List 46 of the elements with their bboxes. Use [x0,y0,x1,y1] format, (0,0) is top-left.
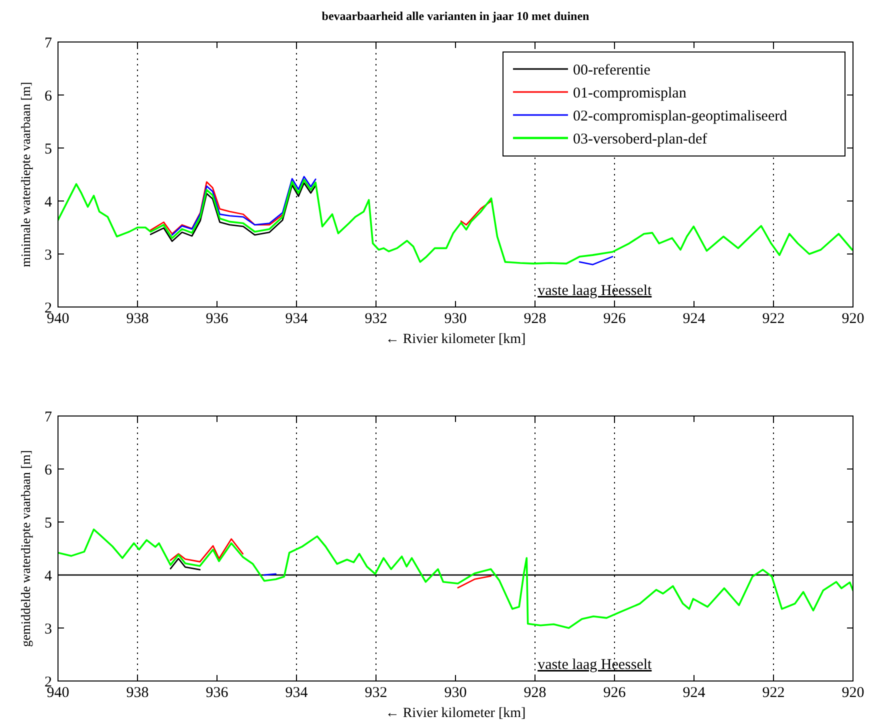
y-tick-label: 4 [44,568,52,584]
legend-label: 00-referentie [573,62,651,78]
annotation: vaste laag Heesselt [538,283,653,299]
y-tick-label: 4 [44,194,52,210]
x-tick-label: 940 [46,685,70,701]
line-series [58,178,853,264]
chart-title: bevaarbaarheid alle varianten in jaar 10 met duinen [322,9,590,23]
annotation: vaste laag Heesselt [538,657,653,673]
x-tick-label: 922 [762,685,785,701]
y-tick-label: 5 [44,515,52,532]
y-axis-title: minimale waterdiepte vaarbaan [m] [18,82,33,268]
x-tick-label: 928 [524,685,546,701]
y-tick-label: 3 [44,621,52,638]
x-tick-label: 920 [842,311,864,327]
x-tick-label: 938 [126,311,149,327]
x-tick-label: 920 [842,685,864,701]
x-tick-label: 934 [285,311,308,327]
x-axis-title: ← Rivier kilometer [km] [385,706,526,721]
y-tick-label: 5 [44,141,52,158]
line-series [58,528,853,629]
line-series [170,558,201,570]
x-tick-label: 926 [603,685,626,701]
legend-label: 03-versoberd-plan-def [573,131,708,148]
y-tick-label: 3 [44,247,52,264]
x-tick-label: 938 [126,685,149,701]
x-tick-label: 924 [682,311,706,327]
legend-label: 02-compromisplan-geoptimaliseerd [573,108,788,124]
x-tick-label: 926 [603,311,626,327]
y-tick-label: 7 [44,409,52,426]
y-tick-label: 6 [44,88,52,104]
y-tick-label: 6 [44,462,52,478]
y-axis-title: gemiddelde waterdiepte vaarbaan [m] [18,450,33,647]
x-tick-label: 936 [206,685,229,701]
x-tick-label: 934 [285,685,308,701]
x-tick-label: 928 [524,311,546,327]
x-tick-label: 932 [364,311,388,327]
legend-label: 01-compromisplan [573,85,687,102]
x-tick-label: 936 [206,311,229,327]
x-tick-label: 924 [682,685,706,701]
x-tick-label: 932 [364,685,388,701]
x-axis-title: ← Rivier kilometer [km] [385,332,526,347]
x-tick-label: 940 [46,311,70,327]
x-tick-label: 930 [444,311,467,327]
x-tick-label: 922 [762,311,785,327]
y-tick-label: 7 [44,35,52,52]
x-tick-label: 930 [444,685,467,701]
